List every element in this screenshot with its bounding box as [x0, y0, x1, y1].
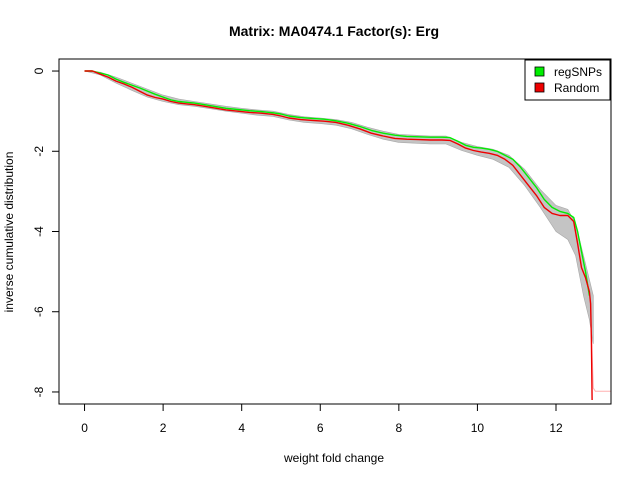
y-tick-label: -8 [32, 386, 46, 397]
random-band-area [84, 70, 594, 344]
x-tick-label: 4 [238, 421, 245, 435]
x-axis: 0 2 4 6 8 10 12 [81, 403, 563, 435]
legend-swatch-random [534, 82, 545, 93]
legend-label-regsnps: regSNPs [554, 65, 602, 79]
y-tick-label: -4 [32, 226, 46, 237]
series-line-random [84, 70, 593, 401]
legend-swatch-regsnps [534, 66, 545, 77]
random-tail-line [590, 331, 611, 392]
series-lines [84, 70, 593, 401]
x-tick-label: 2 [160, 421, 167, 435]
x-axis-label: weight fold change [283, 451, 384, 465]
x-tick-label: 10 [471, 421, 485, 435]
chart-title: Matrix: MA0474.1 Factor(s): Erg [229, 23, 439, 39]
x-tick-label: 6 [317, 421, 324, 435]
y-axis-label: inverse cumulative distribution [2, 152, 16, 313]
x-tick-label: 0 [81, 421, 88, 435]
plot-frame [58, 58, 612, 405]
legend: regSNPs Random [524, 59, 611, 101]
y-axis: 0 -2 -4 -6 -8 [32, 67, 60, 397]
y-tick-label: -6 [32, 306, 46, 317]
x-tick-label: 8 [395, 421, 402, 435]
legend-label-random: Random [554, 81, 599, 95]
random-permutation-band [84, 70, 611, 392]
series-line-regsnps [84, 70, 591, 296]
y-tick-label: -2 [32, 146, 46, 157]
x-tick-label: 12 [549, 421, 563, 435]
y-tick-label: 0 [32, 67, 46, 74]
